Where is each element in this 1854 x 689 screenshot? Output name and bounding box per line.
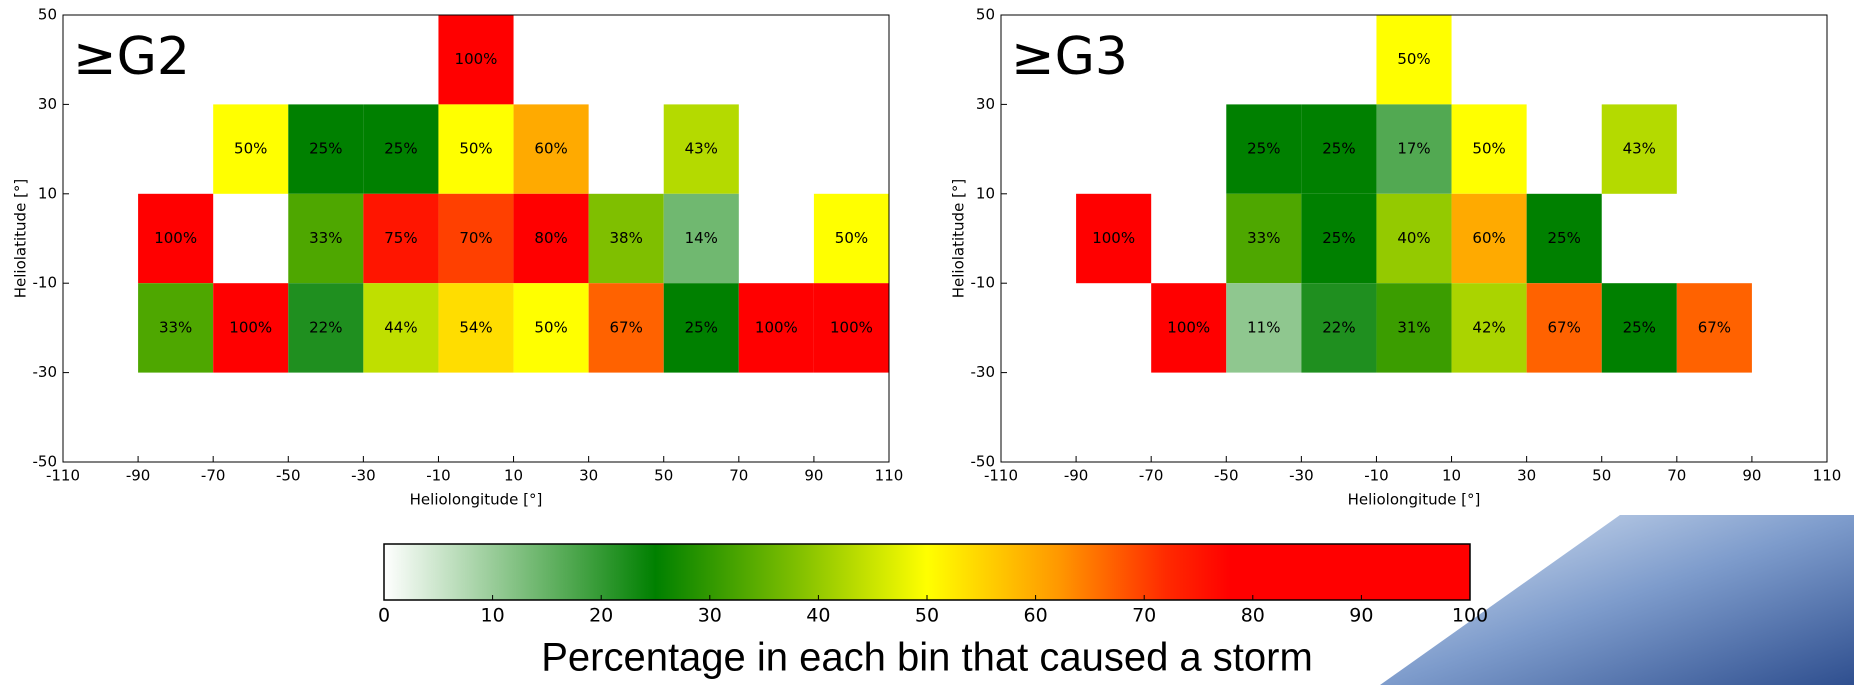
- cell-label: 25%: [309, 140, 342, 158]
- panel-title: ≥G2: [73, 27, 190, 87]
- cell-label: 100%: [154, 229, 197, 247]
- cell-label: 67%: [1548, 318, 1581, 336]
- y-axis-label: Heliolatitude [°]: [12, 179, 30, 299]
- cell-label: 25%: [384, 140, 417, 158]
- cell-label: 50%: [1397, 50, 1430, 68]
- y-tick-label: -30: [33, 363, 58, 381]
- y-tick-label: 30: [38, 95, 57, 113]
- cell-label: 50%: [835, 229, 868, 247]
- cell-label: 70%: [459, 229, 492, 247]
- colorbar-label: Percentage in each bin that caused a sto…: [541, 636, 1313, 680]
- cell-label: 25%: [1247, 140, 1280, 158]
- x-tick-label: 50: [1592, 467, 1611, 485]
- cell-label: 43%: [685, 140, 718, 158]
- cell-label: 50%: [459, 140, 492, 158]
- cell-label: 40%: [1397, 229, 1430, 247]
- colorbar-tick-label: 20: [589, 605, 613, 627]
- cell-label: 22%: [1322, 318, 1355, 336]
- colorbar-tick-label: 80: [1241, 605, 1265, 627]
- cell-label: 75%: [384, 229, 417, 247]
- cell-label: 25%: [685, 318, 718, 336]
- cell-label: 25%: [1623, 318, 1656, 336]
- x-tick-label: 30: [579, 467, 598, 485]
- cell-label: 100%: [755, 318, 798, 336]
- x-tick-label: -90: [1064, 467, 1089, 485]
- x-axis-label: Heliolongitude [°]: [1348, 491, 1481, 509]
- y-tick-label: -10: [33, 274, 58, 292]
- cell-label: 67%: [610, 318, 643, 336]
- colorbar: [384, 544, 1470, 600]
- cell-label: 17%: [1397, 140, 1430, 158]
- x-tick-label: 110: [875, 467, 904, 485]
- cell-label: 50%: [234, 140, 267, 158]
- x-tick-label: 90: [804, 467, 823, 485]
- x-tick-label: 10: [1442, 467, 1461, 485]
- x-tick-label: -70: [201, 467, 226, 485]
- cell-label: 44%: [384, 318, 417, 336]
- cell-label: 25%: [1548, 229, 1581, 247]
- cell-label: 54%: [459, 318, 492, 336]
- colorbar-tick-label: 70: [1132, 605, 1156, 627]
- colorbar-tick-label: 90: [1349, 605, 1373, 627]
- colorbar-tick-label: 10: [481, 605, 505, 627]
- cell-label: 11%: [1247, 318, 1280, 336]
- y-axis-label: Heliolatitude [°]: [950, 179, 968, 299]
- cell-label: 100%: [455, 50, 498, 68]
- y-tick-label: 10: [976, 184, 995, 202]
- cell-label: 33%: [1247, 229, 1280, 247]
- colorbar-tick-label: 60: [1024, 605, 1048, 627]
- cell-label: 14%: [685, 229, 718, 247]
- x-tick-label: 50: [654, 467, 673, 485]
- cell-label: 100%: [830, 318, 873, 336]
- x-tick-label: -90: [126, 467, 151, 485]
- cell-label: 43%: [1623, 140, 1656, 158]
- x-tick-label: 30: [1517, 467, 1536, 485]
- x-tick-label: -10: [426, 467, 451, 485]
- cell-label: 25%: [1322, 229, 1355, 247]
- x-axis-label: Heliolongitude [°]: [410, 491, 543, 509]
- cell-label: 33%: [309, 229, 342, 247]
- cell-label: 25%: [1322, 140, 1355, 158]
- cell-label: 33%: [159, 318, 192, 336]
- cell-label: 42%: [1472, 318, 1505, 336]
- x-tick-label: 10: [504, 467, 523, 485]
- y-tick-label: 50: [38, 6, 57, 24]
- cell-label: 50%: [1472, 140, 1505, 158]
- cell-label: 60%: [1472, 229, 1505, 247]
- colorbar-tick-label: 0: [378, 605, 390, 627]
- cell-label: 100%: [1092, 229, 1135, 247]
- cell-label: 60%: [534, 140, 567, 158]
- cell-label: 80%: [534, 229, 567, 247]
- cell-label: 22%: [309, 318, 342, 336]
- x-tick-label: 70: [729, 467, 748, 485]
- cell-label: 38%: [610, 229, 643, 247]
- x-tick-label: -30: [1289, 467, 1314, 485]
- cell-label: 100%: [1167, 318, 1210, 336]
- x-tick-label: -50: [276, 467, 301, 485]
- x-tick-label: -50: [1214, 467, 1239, 485]
- colorbar-tick-label: 100: [1452, 605, 1488, 627]
- panel-title: ≥G3: [1011, 27, 1128, 87]
- y-tick-label: 30: [976, 95, 995, 113]
- x-tick-label: -30: [351, 467, 376, 485]
- x-tick-label: -70: [1139, 467, 1164, 485]
- colorbar-tick-label: 50: [915, 605, 939, 627]
- y-tick-label: -50: [971, 453, 996, 471]
- colorbar-tick-label: 30: [698, 605, 722, 627]
- cell-label: 50%: [534, 318, 567, 336]
- y-tick-label: 10: [38, 184, 57, 202]
- x-tick-label: 110: [1813, 467, 1842, 485]
- y-tick-label: -50: [33, 453, 58, 471]
- colorbar-tick-label: 40: [806, 605, 830, 627]
- x-tick-label: -10: [1364, 467, 1389, 485]
- cell-label: 100%: [229, 318, 272, 336]
- cell-label: 31%: [1397, 318, 1430, 336]
- y-tick-label: -10: [971, 274, 996, 292]
- x-tick-label: 70: [1667, 467, 1686, 485]
- x-tick-label: 90: [1742, 467, 1761, 485]
- cell-label: 67%: [1698, 318, 1731, 336]
- y-tick-label: -30: [971, 363, 996, 381]
- y-tick-label: 50: [976, 6, 995, 24]
